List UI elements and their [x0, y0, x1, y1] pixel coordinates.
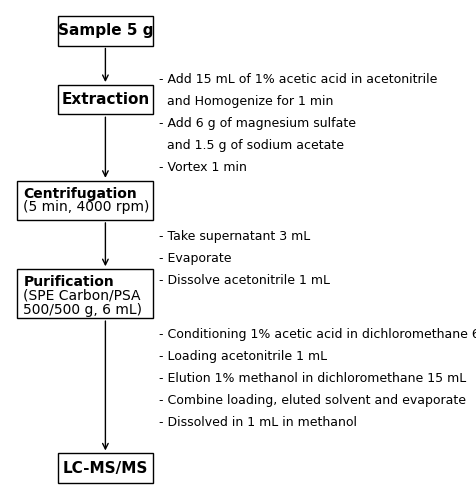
- Text: - Loading acetonitrile 1 mL: - Loading acetonitrile 1 mL: [159, 350, 327, 363]
- FancyBboxPatch shape: [58, 453, 152, 483]
- Text: (SPE Carbon/PSA: (SPE Carbon/PSA: [23, 289, 140, 303]
- Text: Extraction: Extraction: [61, 92, 149, 107]
- Text: Sample 5 g: Sample 5 g: [58, 23, 153, 39]
- FancyBboxPatch shape: [17, 269, 152, 318]
- Text: - Dissolve acetonitrile 1 mL: - Dissolve acetonitrile 1 mL: [159, 274, 329, 287]
- Text: and 1.5 g of sodium acetate: and 1.5 g of sodium acetate: [159, 139, 343, 152]
- Text: - Dissolved in 1 mL in methanol: - Dissolved in 1 mL in methanol: [159, 416, 356, 429]
- Text: Purification: Purification: [23, 275, 114, 289]
- Text: - Elution 1% methanol in dichloromethane 15 mL: - Elution 1% methanol in dichloromethane…: [159, 372, 465, 385]
- FancyBboxPatch shape: [58, 16, 152, 45]
- Text: and Homogenize for 1 min: and Homogenize for 1 min: [159, 95, 333, 108]
- Text: - Add 15 mL of 1% acetic acid in acetonitrile: - Add 15 mL of 1% acetic acid in acetoni…: [159, 73, 436, 85]
- Text: 500/500 g, 6 mL): 500/500 g, 6 mL): [23, 302, 142, 317]
- Text: (5 min, 4000 rpm): (5 min, 4000 rpm): [23, 201, 149, 214]
- Text: Centrifugation: Centrifugation: [23, 187, 137, 201]
- Text: - Add 6 g of magnesium sulfate: - Add 6 g of magnesium sulfate: [159, 117, 355, 130]
- Text: - Take supernatant 3 mL: - Take supernatant 3 mL: [159, 230, 309, 243]
- FancyBboxPatch shape: [58, 85, 152, 115]
- Text: - Conditioning 1% acetic acid in dichloromethane 6 mL: - Conditioning 1% acetic acid in dichlor…: [159, 328, 476, 341]
- FancyBboxPatch shape: [17, 181, 152, 220]
- Text: LC-MS/MS: LC-MS/MS: [62, 460, 148, 476]
- Text: - Combine loading, eluted solvent and evaporate: - Combine loading, eluted solvent and ev…: [159, 394, 465, 408]
- Text: - Evaporate: - Evaporate: [159, 252, 231, 265]
- Text: - Vortex 1 min: - Vortex 1 min: [159, 161, 247, 174]
